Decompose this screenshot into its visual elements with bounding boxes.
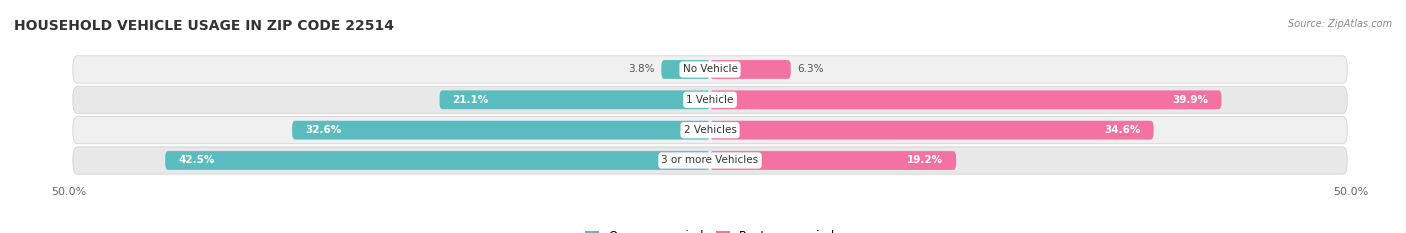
FancyBboxPatch shape [73, 147, 1347, 174]
Text: 21.1%: 21.1% [453, 95, 489, 105]
Text: 34.6%: 34.6% [1104, 125, 1140, 135]
Text: Source: ZipAtlas.com: Source: ZipAtlas.com [1288, 19, 1392, 29]
FancyBboxPatch shape [292, 121, 710, 140]
FancyBboxPatch shape [440, 90, 710, 109]
Text: 3.8%: 3.8% [628, 65, 655, 75]
FancyBboxPatch shape [73, 116, 1347, 144]
FancyBboxPatch shape [710, 151, 956, 170]
Text: HOUSEHOLD VEHICLE USAGE IN ZIP CODE 22514: HOUSEHOLD VEHICLE USAGE IN ZIP CODE 2251… [14, 19, 394, 33]
Text: 6.3%: 6.3% [797, 65, 824, 75]
Text: 3 or more Vehicles: 3 or more Vehicles [661, 155, 759, 165]
Text: 2 Vehicles: 2 Vehicles [683, 125, 737, 135]
Text: 42.5%: 42.5% [179, 155, 214, 165]
Text: 39.9%: 39.9% [1173, 95, 1209, 105]
FancyBboxPatch shape [73, 56, 1347, 83]
Text: 32.6%: 32.6% [305, 125, 342, 135]
FancyBboxPatch shape [710, 60, 790, 79]
FancyBboxPatch shape [710, 121, 1153, 140]
Text: No Vehicle: No Vehicle [682, 65, 738, 75]
FancyBboxPatch shape [661, 60, 710, 79]
FancyBboxPatch shape [73, 86, 1347, 113]
Text: 19.2%: 19.2% [907, 155, 943, 165]
Text: 1 Vehicle: 1 Vehicle [686, 95, 734, 105]
FancyBboxPatch shape [710, 90, 1222, 109]
Legend: Owner-occupied, Renter-occupied: Owner-occupied, Renter-occupied [579, 225, 841, 233]
FancyBboxPatch shape [166, 151, 710, 170]
